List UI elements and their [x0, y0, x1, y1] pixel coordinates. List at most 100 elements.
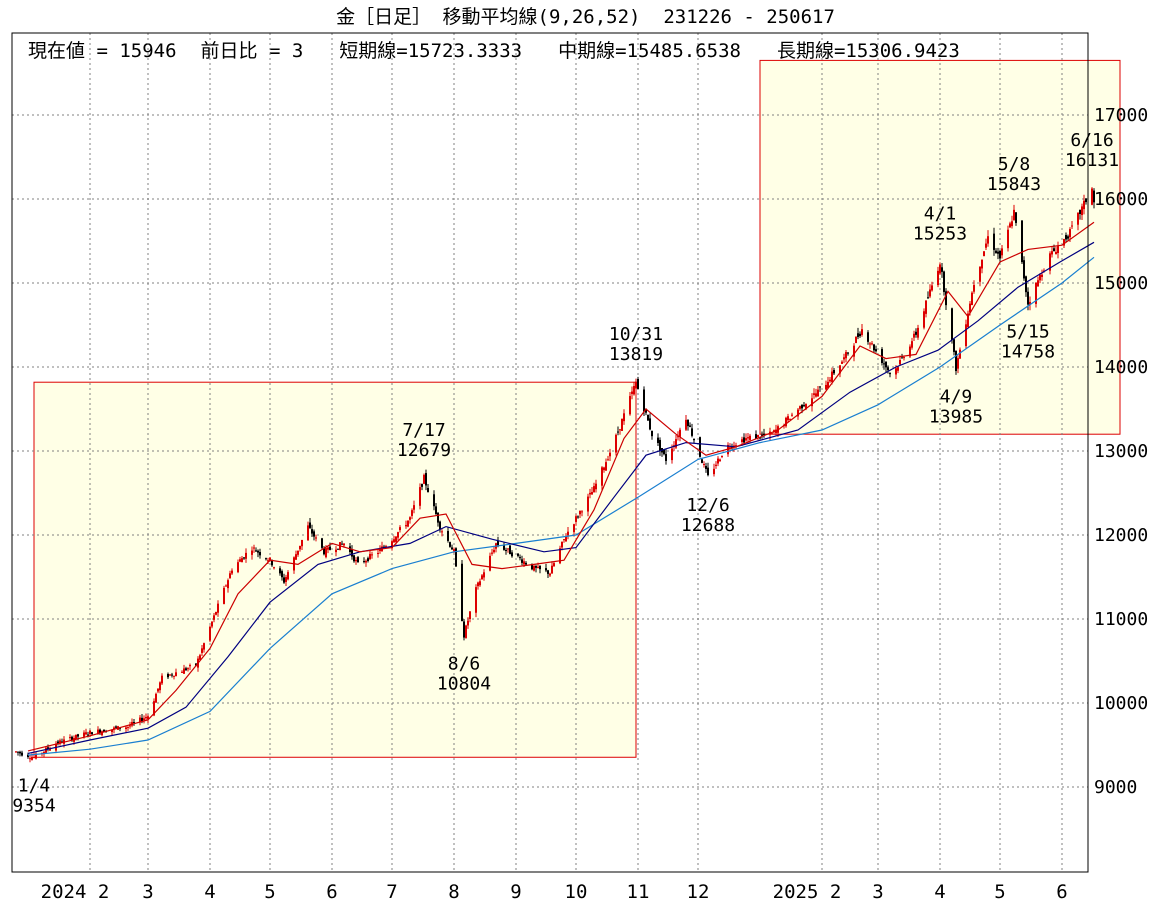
- candle-body: [591, 492, 593, 495]
- candle-body: [391, 541, 393, 549]
- candle-body: [985, 243, 987, 248]
- candle-body: [115, 726, 117, 728]
- candle-body: [943, 271, 945, 292]
- x-tick-label: 6: [326, 881, 337, 902]
- candle-body: [871, 343, 873, 345]
- candle-body: [605, 462, 607, 471]
- mid-ma-value: 中期線=15485.6538: [558, 40, 741, 62]
- candle-body: [425, 473, 427, 486]
- candle-body: [939, 264, 941, 274]
- candle-body: [287, 572, 289, 580]
- y-tick-label: 12000: [1094, 525, 1148, 546]
- moving-averages: [27, 221, 1095, 756]
- candle-body: [993, 233, 995, 250]
- candle-body: [971, 292, 973, 306]
- candle-body: [859, 333, 861, 337]
- candle-body: [1021, 220, 1023, 263]
- annotation-date: 1/4: [18, 775, 51, 796]
- mid-ma-line: [27, 241, 1095, 754]
- candle-body: [735, 445, 737, 447]
- candle-body: [691, 428, 693, 436]
- candle-body: [1001, 248, 1003, 256]
- candle-body: [119, 727, 121, 729]
- candle-body: [259, 552, 261, 556]
- candle-body: [77, 734, 79, 737]
- candle-body: [241, 558, 243, 563]
- x-tick-label: 2025 2: [773, 881, 842, 902]
- candle-body: [903, 357, 905, 359]
- x-tick-label: 3: [872, 881, 883, 902]
- candle-body: [999, 250, 1001, 259]
- candle-body: [825, 384, 827, 390]
- candle-body: [967, 313, 969, 327]
- candle-body: [545, 568, 547, 571]
- candle-body: [899, 359, 901, 365]
- candle-body: [15, 751, 17, 753]
- candle-body: [427, 487, 429, 492]
- candle-body: [803, 405, 805, 407]
- y-tick-label: 11000: [1094, 609, 1148, 630]
- candle-body: [1085, 198, 1087, 203]
- candle-body: [397, 532, 399, 538]
- y-tick-label: 10000: [1094, 693, 1148, 714]
- candle-body: [167, 673, 169, 678]
- candle-body: [145, 716, 147, 719]
- x-tick-label: 8: [448, 881, 459, 902]
- candle-body: [1093, 190, 1095, 203]
- candle-body: [351, 549, 353, 557]
- candle-body: [357, 557, 359, 563]
- candle-body: [211, 621, 213, 627]
- candle-body: [1025, 276, 1027, 293]
- candle-body: [97, 729, 99, 735]
- candle-body: [1015, 212, 1017, 223]
- candle-body: [677, 436, 679, 438]
- candle-body: [741, 439, 743, 443]
- candle-body: [265, 558, 267, 560]
- candle-body: [1011, 221, 1013, 227]
- candle-body: [1037, 280, 1039, 287]
- candle-body: [901, 356, 903, 358]
- candle-body: [203, 643, 205, 650]
- candle-body: [603, 467, 605, 471]
- candle-body: [829, 379, 831, 382]
- short-ma-line: [27, 221, 1095, 752]
- x-tick-label: 10: [565, 881, 588, 902]
- candle-body: [785, 417, 787, 427]
- candle-body: [817, 389, 819, 397]
- candle-body: [517, 553, 519, 556]
- candle-body: [21, 752, 23, 756]
- day-change: 前日比 = 3: [200, 40, 304, 62]
- candle-body: [153, 701, 155, 716]
- candle-body: [1091, 188, 1093, 205]
- candle-body: [17, 751, 19, 753]
- candle-body: [1007, 229, 1009, 249]
- candle-body: [997, 251, 999, 254]
- annotation-value: 13985: [929, 406, 983, 427]
- candle-body: [1039, 274, 1041, 281]
- candle-body: [49, 748, 51, 751]
- candle-body: [1055, 251, 1057, 255]
- candle-body: [225, 585, 227, 587]
- candle-body: [1069, 229, 1071, 238]
- candle-body: [189, 665, 191, 667]
- candle-body: [693, 439, 695, 441]
- candle-body: [703, 464, 705, 466]
- candle-body: [475, 587, 477, 613]
- candle-body: [721, 455, 723, 457]
- long-ma-line: [27, 256, 1095, 756]
- candle-body: [1067, 236, 1069, 239]
- candle-body: [763, 433, 765, 436]
- candle-body: [637, 378, 639, 389]
- candle-body: [315, 537, 317, 539]
- annotation-date: 4/1: [924, 204, 957, 225]
- candle-body: [651, 430, 653, 437]
- candle-body: [353, 555, 355, 562]
- x-tick-label: 4: [204, 881, 215, 902]
- candle-body: [199, 655, 201, 660]
- candle-body: [103, 729, 105, 733]
- candle-body: [887, 367, 889, 371]
- candle-body: [229, 573, 231, 579]
- annotation-date: 5/15: [1006, 321, 1049, 342]
- candle-body: [917, 327, 919, 338]
